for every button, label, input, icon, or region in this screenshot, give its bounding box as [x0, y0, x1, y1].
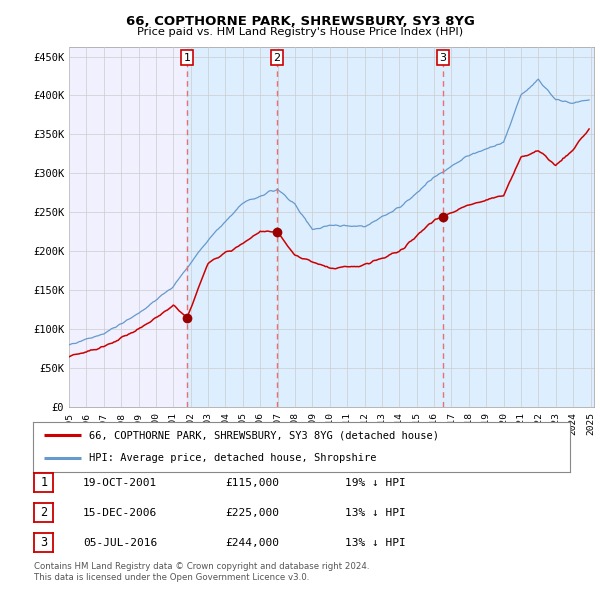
- Text: 19% ↓ HPI: 19% ↓ HPI: [345, 478, 406, 487]
- Bar: [277, 47, 443, 407]
- Bar: [443, 47, 594, 407]
- Text: £244,000: £244,000: [225, 538, 279, 548]
- Text: 13% ↓ HPI: 13% ↓ HPI: [345, 538, 406, 548]
- Text: 1: 1: [40, 476, 47, 489]
- Text: 19-OCT-2001: 19-OCT-2001: [83, 478, 157, 487]
- Text: 3: 3: [439, 53, 446, 63]
- Bar: [187, 47, 277, 407]
- Text: 2: 2: [274, 53, 280, 63]
- Text: £225,000: £225,000: [225, 508, 279, 517]
- Text: This data is licensed under the Open Government Licence v3.0.: This data is licensed under the Open Gov…: [34, 573, 310, 582]
- Text: 2: 2: [40, 506, 47, 519]
- Text: £115,000: £115,000: [225, 478, 279, 487]
- Text: 13% ↓ HPI: 13% ↓ HPI: [345, 508, 406, 517]
- Text: HPI: Average price, detached house, Shropshire: HPI: Average price, detached house, Shro…: [89, 454, 377, 464]
- Text: 66, COPTHORNE PARK, SHREWSBURY, SY3 8YG: 66, COPTHORNE PARK, SHREWSBURY, SY3 8YG: [125, 15, 475, 28]
- Text: 66, COPTHORNE PARK, SHREWSBURY, SY3 8YG (detached house): 66, COPTHORNE PARK, SHREWSBURY, SY3 8YG …: [89, 430, 439, 440]
- Text: 05-JUL-2016: 05-JUL-2016: [83, 538, 157, 548]
- Text: 3: 3: [40, 536, 47, 549]
- Text: Contains HM Land Registry data © Crown copyright and database right 2024.: Contains HM Land Registry data © Crown c…: [34, 562, 370, 571]
- Text: 15-DEC-2006: 15-DEC-2006: [83, 508, 157, 517]
- Text: Price paid vs. HM Land Registry's House Price Index (HPI): Price paid vs. HM Land Registry's House …: [137, 27, 463, 37]
- Text: 1: 1: [184, 53, 191, 63]
